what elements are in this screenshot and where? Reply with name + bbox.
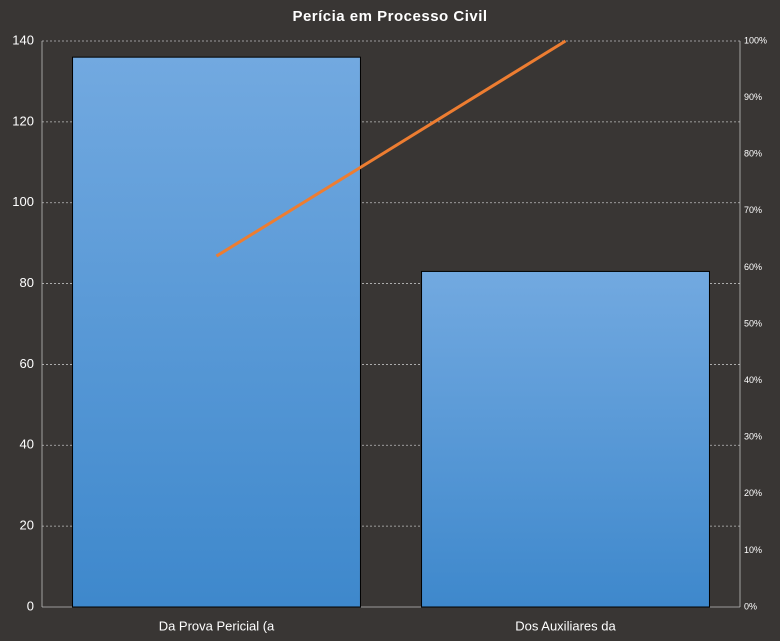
y2-tick-label: 40%: [744, 375, 762, 385]
x-tick-label: Dos Auxiliares da: [515, 618, 616, 633]
y-tick-label: 80: [20, 275, 34, 290]
y-tick-label: 60: [20, 356, 34, 371]
y2-tick-label: 90%: [744, 92, 762, 102]
y2-tick-label: 0%: [744, 601, 757, 611]
y-tick-label: 0: [27, 598, 34, 613]
bar: [421, 270, 710, 608]
y2-tick-label: 20%: [744, 488, 762, 498]
y2-tick-label: 60%: [744, 262, 762, 272]
x-tick-label: Da Prova Pericial (a: [159, 618, 275, 633]
y-tick-label: 100: [12, 194, 34, 209]
chart-title: Perícia em Processo Civil: [292, 8, 487, 25]
y-tick-label: 140: [12, 32, 34, 47]
y2-tick-label: 70%: [744, 205, 762, 215]
y2-tick-label: 80%: [744, 149, 762, 159]
cumulative-line: [215, 39, 567, 258]
y2-tick-label: 100%: [744, 35, 767, 45]
y2-tick-label: 30%: [744, 432, 762, 442]
y-tick-label: 20: [20, 518, 34, 533]
y2-tick-label: 10%: [744, 545, 762, 555]
y2-tick-label: 50%: [744, 318, 762, 328]
bar: [72, 56, 361, 608]
y-tick-label: 120: [12, 113, 34, 128]
y-tick-label: 40: [20, 437, 34, 452]
